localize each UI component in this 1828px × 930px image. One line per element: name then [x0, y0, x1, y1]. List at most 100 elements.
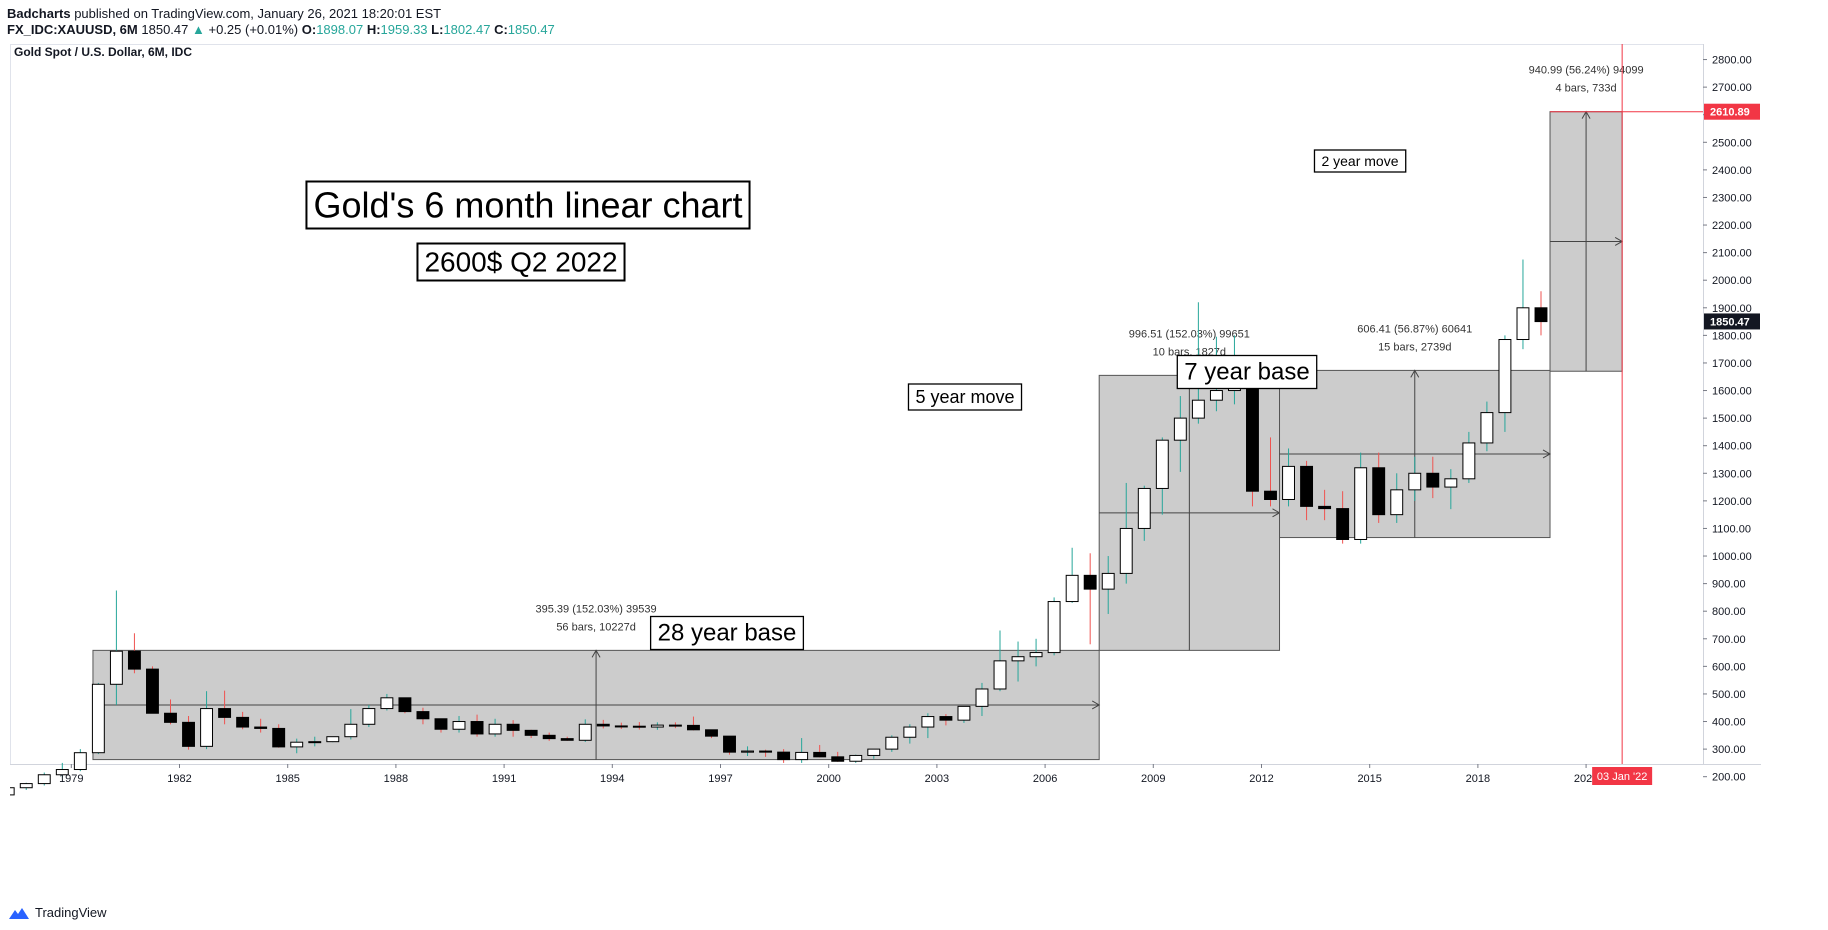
- arrow-up-icon: [591, 649, 601, 658]
- y-tick-label: 2500.00: [1712, 137, 1752, 149]
- box-label-7-year-base-frame: [1176, 354, 1318, 390]
- y-tick-label: 200.00: [1712, 772, 1746, 784]
- candle-body: [596, 723, 610, 727]
- arrow-right-icon: [1091, 700, 1101, 710]
- candle-body: [1354, 467, 1368, 540]
- candle-body: [236, 716, 250, 728]
- high-label: H:: [366, 22, 381, 37]
- candle-body: [741, 750, 754, 753]
- candle-body: [1498, 339, 1512, 414]
- candle-body: [1516, 307, 1530, 341]
- candle-body: [831, 756, 845, 762]
- y-tick-label: 2200.00: [1712, 220, 1752, 232]
- close-label: C:: [494, 22, 508, 37]
- y-tick-label: 600.00: [1712, 661, 1746, 673]
- x-tick-label: 1997: [708, 773, 732, 785]
- candle-body: [91, 683, 105, 754]
- target-price-label: 2610.89: [1710, 107, 1750, 119]
- x-tick-label: 1982: [167, 773, 191, 785]
- measure-label-line2: 56 bars, 10227d: [556, 621, 636, 633]
- box-label-2-year-move-frame: [1313, 149, 1407, 173]
- measure-label-line2: 4 bars, 733d: [1556, 83, 1617, 95]
- x-tick-label: 1994: [600, 773, 624, 785]
- candle-body: [939, 716, 953, 721]
- box-label-5-year-move-frame: [907, 383, 1023, 411]
- candle-body: [218, 708, 232, 718]
- x-tick-label: 1991: [492, 773, 516, 785]
- publish-date: published on TradingView.com, January 26…: [70, 6, 442, 21]
- candle-body: [813, 751, 827, 758]
- arrow-right-icon: [1542, 449, 1552, 459]
- x-tick-label: 2015: [1357, 773, 1381, 785]
- x-tick-label: 2009: [1141, 773, 1165, 785]
- date-label: 03 Jan '22: [1597, 771, 1647, 783]
- candle-body: [993, 660, 1007, 690]
- y-tick-label: 1600.00: [1712, 386, 1752, 398]
- x-tick-label: 2003: [925, 773, 949, 785]
- box-label-28-year-base[interactable]: 28 year base: [649, 615, 805, 651]
- x-tick-label: 2018: [1466, 773, 1490, 785]
- candle-body: [10, 787, 15, 796]
- candle-body: [434, 718, 448, 730]
- target-price-label-bg: [1704, 103, 1760, 120]
- subtitle-annotation-frame: [416, 242, 626, 282]
- candle-body: [614, 725, 628, 728]
- candle-body: [1300, 465, 1314, 507]
- candlestick-chart[interactable]: Gold Spot / U.S. Dollar, 6M, IDC 395.39 (…: [10, 44, 1763, 890]
- box-label-28-year-base-text: 28 year base: [658, 620, 797, 647]
- change-arrow-icon: ▲: [192, 22, 205, 37]
- y-tick-label: 2700.00: [1712, 82, 1752, 94]
- candle-body: [903, 726, 917, 738]
- y-tick-label: 900.00: [1712, 579, 1746, 591]
- y-tick-label: 1000.00: [1712, 551, 1752, 563]
- measure-label-line1: 606.41 (56.87%) 60641: [1357, 323, 1472, 335]
- candle-body: [380, 697, 394, 710]
- publish-info: Badcharts published on TradingView.com, …: [7, 6, 441, 21]
- candle-body: [1408, 472, 1422, 491]
- candle-body: [452, 721, 466, 730]
- y-tick-label: 1900.00: [1712, 303, 1752, 315]
- candle-body: [398, 697, 412, 713]
- candle-body: [1119, 527, 1133, 574]
- box-label-7-year-base-text: 7 year base: [1184, 359, 1309, 386]
- x-tick-label: 1979: [59, 773, 83, 785]
- box-label-2-year-move[interactable]: 2 year move: [1313, 149, 1407, 173]
- main-title-annotation[interactable]: Gold's 6 month linear chart: [305, 180, 751, 230]
- candle-body: [560, 738, 574, 741]
- measure-label-line1: 996.51 (152.03%) 99651: [1129, 328, 1250, 340]
- box-label-28-year-base-frame: [649, 615, 805, 651]
- candle-body: [1264, 490, 1277, 500]
- y-tick-label: 2100.00: [1712, 248, 1752, 260]
- candle-body: [1101, 572, 1115, 590]
- candle-body: [975, 688, 989, 707]
- candle-body: [416, 711, 430, 720]
- candle-body: [290, 741, 304, 748]
- ohlc-legend: FX_IDC:XAUUSD, 6M 1850.47 ▲ +0.25 (+0.01…: [7, 22, 555, 37]
- box-label-7-year-base[interactable]: 7 year base: [1176, 354, 1318, 390]
- candle-body: [1462, 442, 1476, 480]
- candle-body: [272, 727, 286, 748]
- candle-body: [1011, 656, 1025, 662]
- candle-body: [55, 769, 69, 776]
- open-label: O:: [301, 22, 317, 37]
- candle-body: [326, 736, 340, 743]
- candle-body: [37, 774, 51, 785]
- candle-body: [1083, 574, 1097, 590]
- candle-body: [19, 783, 33, 789]
- candle-body: [1390, 489, 1404, 516]
- x-tick-label: 2000: [816, 773, 840, 785]
- candle-body: [542, 734, 556, 740]
- y-tick-label: 1700.00: [1712, 358, 1752, 370]
- candle-body: [1318, 505, 1332, 510]
- y-tick-label: 1100.00: [1712, 523, 1751, 535]
- high-value: 1959.33: [380, 22, 428, 37]
- subtitle-annotation[interactable]: 2600$ Q2 2022: [416, 242, 626, 282]
- publisher-name: Badcharts: [7, 6, 71, 21]
- candle-body: [632, 725, 646, 728]
- candle-body: [1137, 487, 1151, 529]
- y-tick-label: 2300.00: [1712, 192, 1752, 204]
- box-label-5-year-move[interactable]: 5 year move: [907, 383, 1023, 411]
- y-tick-label: 500.00: [1712, 689, 1746, 701]
- footer-brand: TradingView: [35, 905, 107, 920]
- tradingview-footer[interactable]: TradingView: [8, 905, 107, 920]
